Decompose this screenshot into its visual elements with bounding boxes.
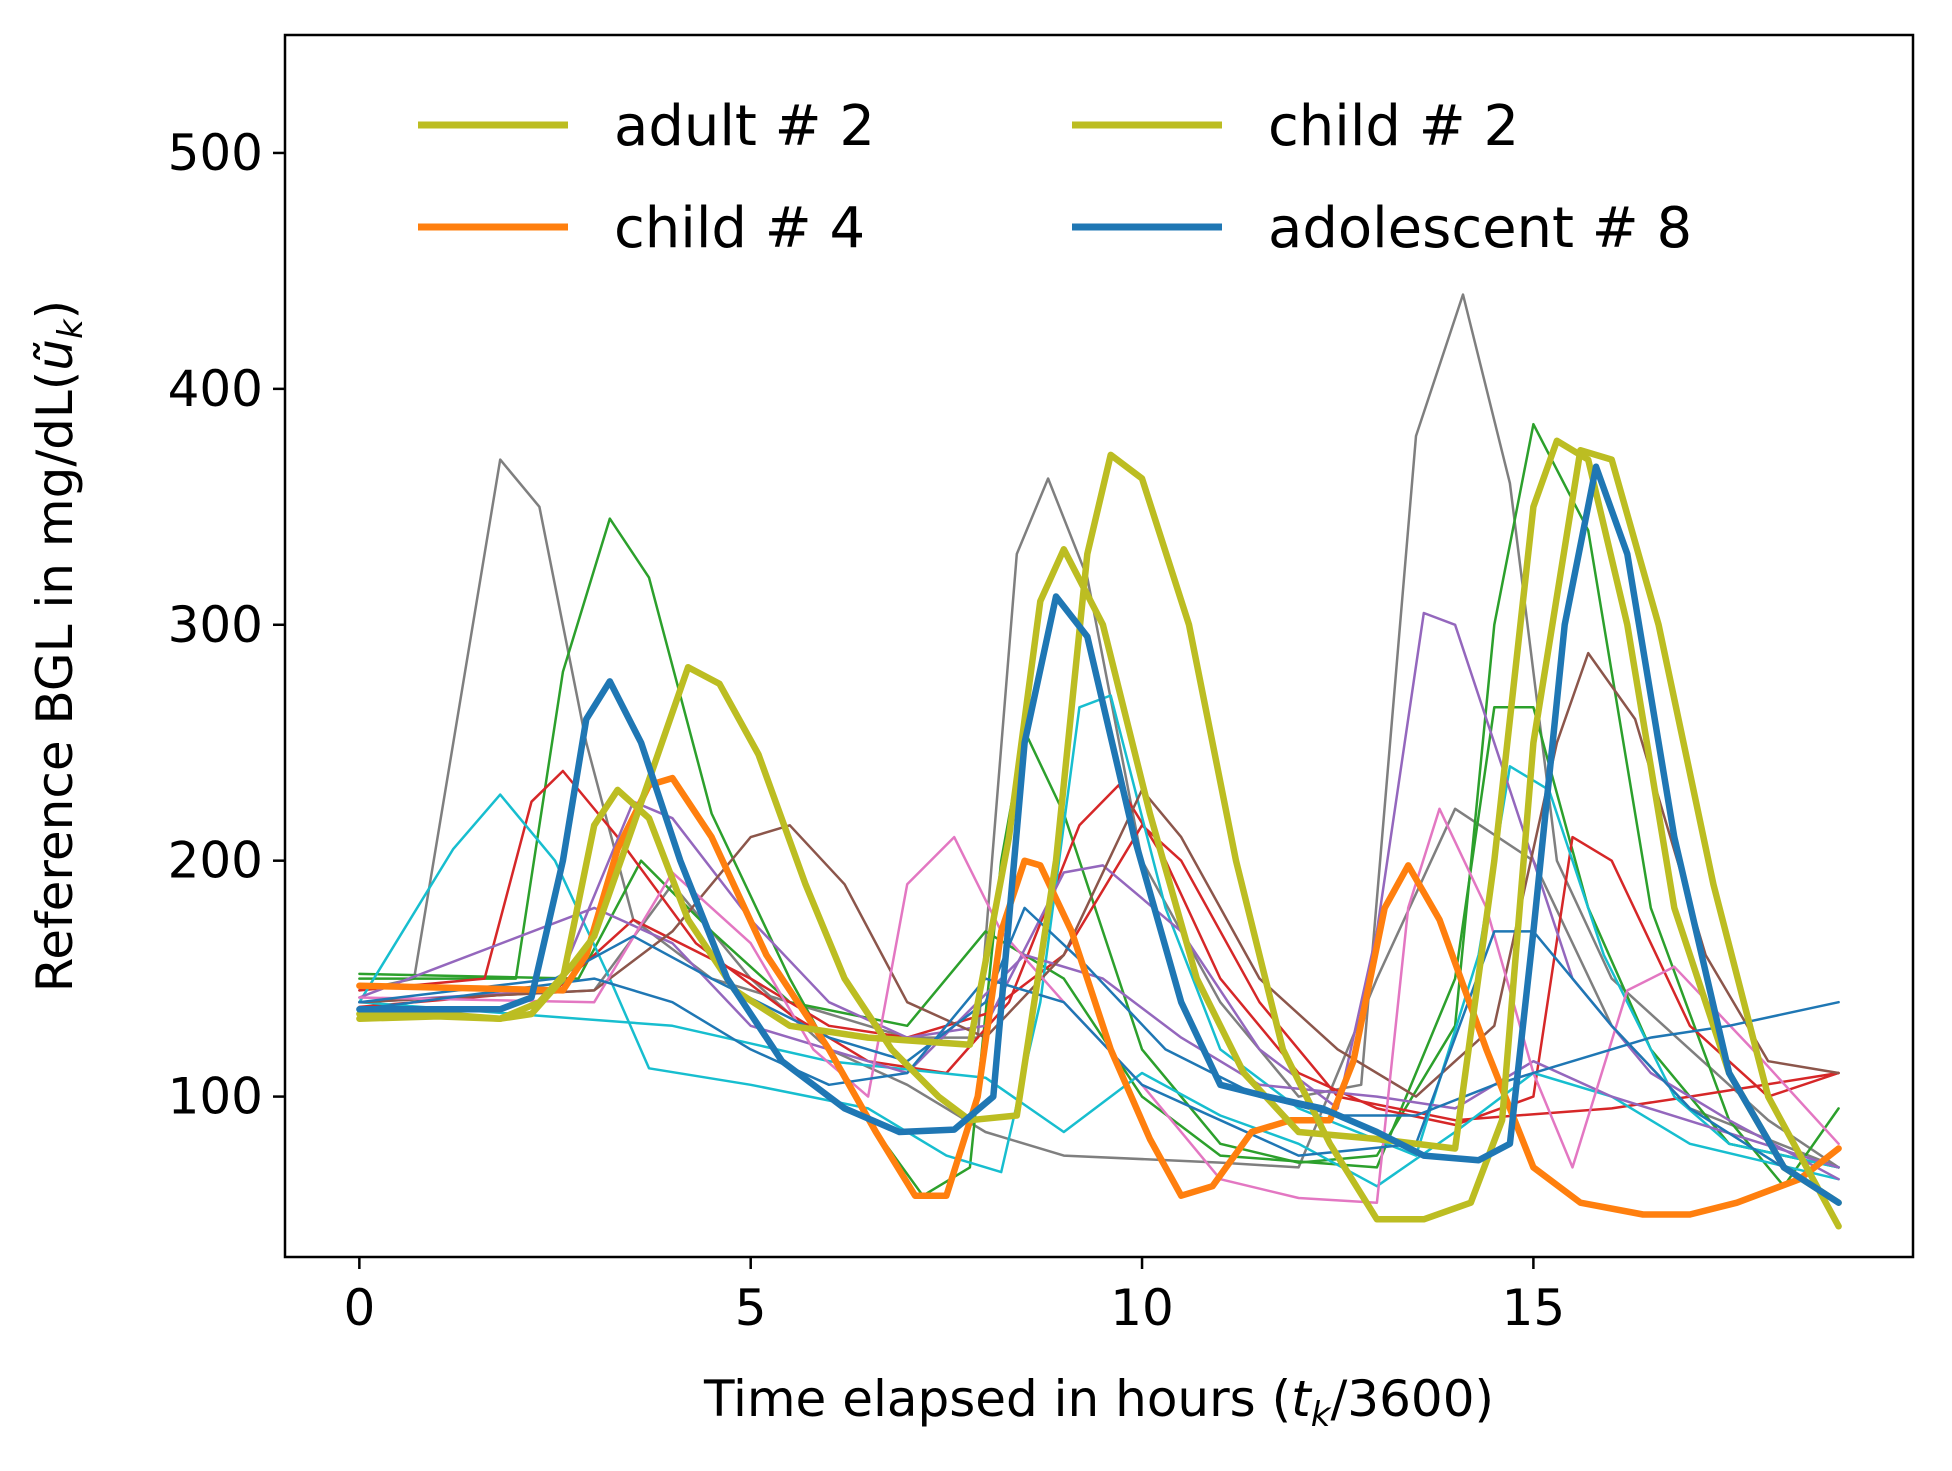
x-tick-label-0: 0 [343, 1279, 375, 1337]
legend-label-child-2: child # 2 [1268, 94, 1519, 159]
legend-label-child-4: child # 4 [614, 196, 865, 261]
series-line-thin-green-2-3 [358, 706, 1840, 1169]
x-tick-label-10: 10 [1110, 1279, 1174, 1337]
series-line-thin-brown-10 [358, 651, 1840, 1098]
series-line-thin-red-2-5 [358, 824, 1840, 1122]
y-tick-label-200: 200 [168, 832, 263, 890]
y-axis-label: Reference BGL in mg/dL(ũk) [26, 300, 91, 992]
y-tick-label-300: 300 [168, 596, 263, 654]
x-axis-label: Time elapsed in hours (tk/3600) [703, 1370, 1494, 1435]
plot-frame [283, 33, 1915, 1259]
legend-label-adult-2: adult # 2 [614, 94, 875, 159]
series-line-child-4-14 [356, 774, 1842, 1218]
ticks-layer: 0 5 10 15 100 200 300 400 500 [168, 124, 1566, 1337]
y-tick-label-100: 100 [168, 1068, 263, 1126]
series-line-adolescent-8-17 [356, 463, 1842, 1206]
series-line-thin-blue-1-12 [358, 906, 1840, 1117]
y-tick-label-400: 400 [168, 360, 263, 418]
legend: adult # 2 child # 2 child # 4 adolescent # … [418, 94, 1692, 261]
x-tick-label-5: 5 [735, 1279, 767, 1337]
series-line-thin-blue-2-13 [358, 930, 1840, 1204]
x-tick-label-15: 15 [1502, 1279, 1566, 1337]
series-line-child-2-16 [356, 446, 1842, 1230]
legend-label-adolescent-8: adolescent # 8 [1268, 196, 1692, 261]
series-layer [356, 293, 1842, 1230]
series-line-thin-cyan-6 [358, 694, 1840, 1174]
y-tick-label-500: 500 [168, 124, 263, 182]
